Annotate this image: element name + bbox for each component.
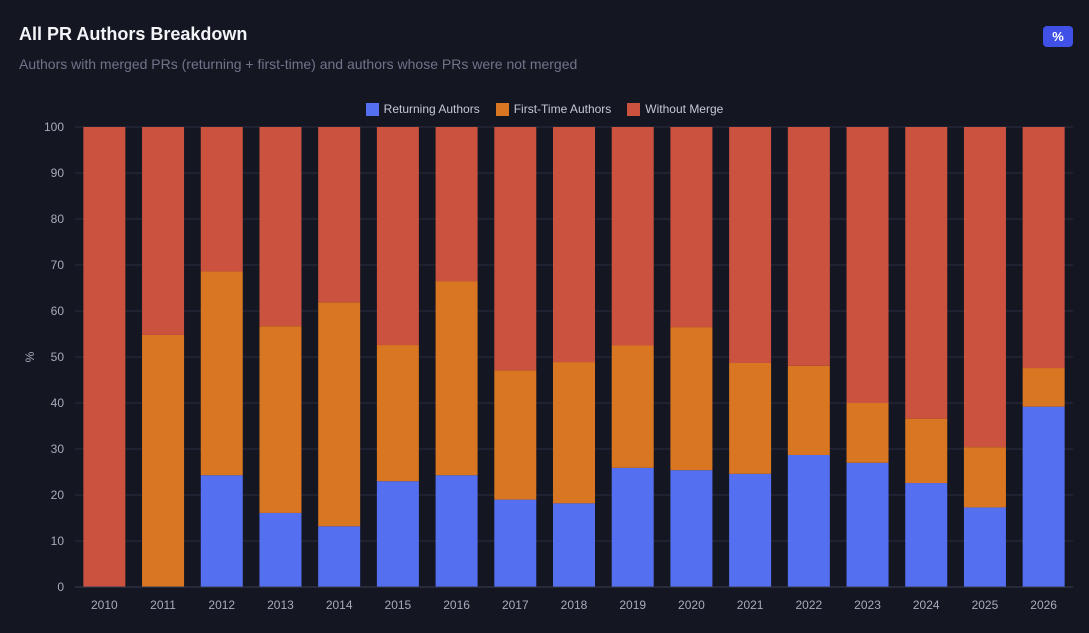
legend-label-first-time: First-Time Authors (513, 102, 612, 116)
legend-swatch-returning (365, 102, 379, 116)
bar-2024-first-time-authors[interactable] (905, 418, 948, 484)
x-tick-label-2014: 2014 (326, 598, 353, 612)
bar-2023-without-merge[interactable] (846, 127, 889, 403)
y-tick-label-40: 40 (51, 396, 65, 410)
chart-legend: Returning Authors First-Time Authors Wit… (0, 102, 1089, 116)
y-tick-label-60: 60 (51, 304, 65, 318)
y-tick-label-50: 50 (51, 350, 65, 364)
bar-2012-returning-authors[interactable] (200, 475, 243, 587)
y-tick-label-30: 30 (51, 442, 65, 456)
bar-2011-without-merge[interactable] (142, 127, 185, 335)
bar-2021-first-time-authors[interactable] (729, 362, 772, 474)
bar-2022-returning-authors[interactable] (787, 454, 830, 587)
bar-2011-first-time-authors[interactable] (142, 334, 185, 587)
bar-2023-first-time-authors[interactable] (846, 403, 889, 463)
bar-2012-first-time-authors[interactable] (200, 271, 243, 476)
x-tick-label-2011: 2011 (150, 598, 176, 612)
bar-2015-without-merge[interactable] (376, 127, 419, 346)
bar-2020-first-time-authors[interactable] (670, 327, 713, 471)
y-tick-label-10: 10 (51, 534, 65, 548)
bar-2023-returning-authors[interactable] (846, 462, 889, 587)
bar-2018-returning-authors[interactable] (553, 503, 595, 587)
bar-2015-returning-authors[interactable] (376, 481, 419, 587)
bar-2019-without-merge[interactable] (611, 127, 654, 346)
x-tick-label-2024: 2024 (913, 598, 940, 612)
x-tick-label-2012: 2012 (208, 598, 235, 612)
bar-2017-first-time-authors[interactable] (494, 370, 537, 500)
x-tick-label-2023: 2023 (854, 598, 881, 612)
bar-2016-first-time-authors[interactable] (435, 281, 478, 476)
bar-2021-without-merge[interactable] (729, 127, 772, 363)
y-tick-label-20: 20 (51, 488, 65, 502)
bar-2014-returning-authors[interactable] (318, 526, 361, 587)
y-axis-label: % (23, 351, 37, 362)
x-tick-label-2021: 2021 (737, 598, 764, 612)
bar-2010-without-merge[interactable] (83, 127, 126, 587)
chart-title: All PR Authors Breakdown (19, 24, 248, 44)
bar-2026-without-merge[interactable] (1022, 127, 1065, 369)
legend-swatch-without-merge (627, 102, 641, 116)
bar-2018-first-time-authors[interactable] (553, 362, 595, 504)
y-tick-label-90: 90 (51, 166, 65, 180)
bar-2012-without-merge[interactable] (200, 127, 243, 272)
x-tick-label-2022: 2022 (795, 598, 822, 612)
x-tick-label-2017: 2017 (502, 598, 529, 612)
legend-item-returning[interactable]: Returning Authors (365, 102, 480, 116)
bar-2025-first-time-authors[interactable] (963, 447, 1006, 508)
y-tick-label-70: 70 (51, 258, 65, 272)
bar-2026-first-time-authors[interactable] (1022, 368, 1065, 407)
x-tick-label-2019: 2019 (619, 598, 646, 612)
x-tick-label-2026: 2026 (1030, 598, 1057, 612)
bar-2020-returning-authors[interactable] (670, 470, 713, 587)
bar-2024-without-merge[interactable] (905, 127, 948, 419)
legend-swatch-first-time (495, 102, 509, 116)
bar-2013-returning-authors[interactable] (259, 512, 302, 587)
bar-2025-returning-authors[interactable] (963, 507, 1006, 587)
bar-2016-returning-authors[interactable] (435, 475, 478, 587)
y-tick-label-100: 100 (44, 120, 64, 134)
legend-item-first-time[interactable]: First-Time Authors (495, 102, 612, 116)
bar-2020-without-merge[interactable] (670, 127, 713, 328)
percent-toggle-button[interactable]: % (1043, 26, 1073, 47)
x-tick-label-2016: 2016 (443, 598, 470, 612)
legend-label-without-merge: Without Merge (645, 102, 724, 116)
bar-2017-without-merge[interactable] (494, 127, 537, 371)
bar-2026-returning-authors[interactable] (1022, 406, 1065, 587)
bar-2014-first-time-authors[interactable] (318, 302, 361, 527)
bar-2018-without-merge[interactable] (553, 127, 595, 363)
y-tick-label-0: 0 (57, 580, 64, 594)
bar-2013-first-time-authors[interactable] (259, 326, 302, 513)
y-tick-label-80: 80 (51, 212, 65, 226)
x-tick-label-2010: 2010 (91, 598, 118, 612)
legend-label-returning: Returning Authors (383, 102, 480, 116)
bar-2025-without-merge[interactable] (963, 127, 1006, 448)
bar-2022-without-merge[interactable] (787, 127, 830, 366)
bar-2024-returning-authors[interactable] (905, 483, 948, 587)
x-tick-label-2025: 2025 (972, 598, 999, 612)
x-tick-label-2020: 2020 (678, 598, 705, 612)
bar-2022-first-time-authors[interactable] (787, 365, 830, 455)
x-tick-label-2018: 2018 (561, 598, 588, 612)
bar-2021-returning-authors[interactable] (729, 473, 772, 587)
bar-2014-without-merge[interactable] (318, 127, 361, 303)
bar-2019-first-time-authors[interactable] (611, 345, 654, 468)
bar-2013-without-merge[interactable] (259, 127, 302, 327)
x-tick-label-2013: 2013 (267, 598, 294, 612)
bar-2019-returning-authors[interactable] (611, 467, 654, 587)
bar-2016-without-merge[interactable] (435, 127, 478, 282)
legend-item-without-merge[interactable]: Without Merge (627, 102, 723, 116)
x-tick-label-2015: 2015 (385, 598, 412, 612)
chart-subtitle: Authors with merged PRs (returning + fir… (19, 56, 578, 72)
bar-2015-first-time-authors[interactable] (376, 345, 419, 482)
bar-2017-returning-authors[interactable] (494, 499, 537, 587)
